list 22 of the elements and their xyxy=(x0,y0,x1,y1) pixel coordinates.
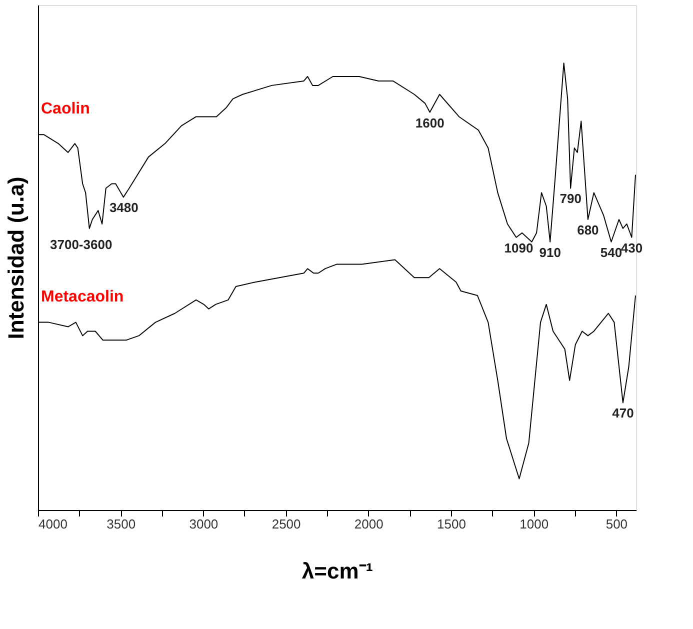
x-tick-label: 1000 xyxy=(520,516,549,532)
series-label: Metacaolin xyxy=(40,288,124,306)
x-tick-label: 3000 xyxy=(189,516,218,532)
series-label: Caolin xyxy=(40,100,90,118)
annotation: 430 xyxy=(620,240,643,256)
x-tick-label: 2500 xyxy=(272,516,301,532)
annotation: 3480 xyxy=(109,200,138,216)
x-tick-label: 3500 xyxy=(106,516,136,532)
annotation: 1090 xyxy=(504,240,534,256)
x-tick-label: 2000 xyxy=(354,516,384,532)
annotation: 910 xyxy=(539,244,561,260)
annotation: 470 xyxy=(612,406,634,421)
y-axis-title: Intensidad (u.a) xyxy=(4,176,28,340)
annotation: 1600 xyxy=(415,115,444,130)
x-tick-label: 1500 xyxy=(437,516,466,532)
annotation: 540 xyxy=(600,244,622,260)
x-tick-label: 500 xyxy=(606,516,628,532)
x-tick-label: 4000 xyxy=(38,516,68,532)
annotation: 680 xyxy=(577,222,599,238)
annotation: 790 xyxy=(560,191,582,206)
annotation: 3700-3600 xyxy=(50,237,112,252)
x-axis-title: λ=cm⁻¹ xyxy=(302,558,374,584)
